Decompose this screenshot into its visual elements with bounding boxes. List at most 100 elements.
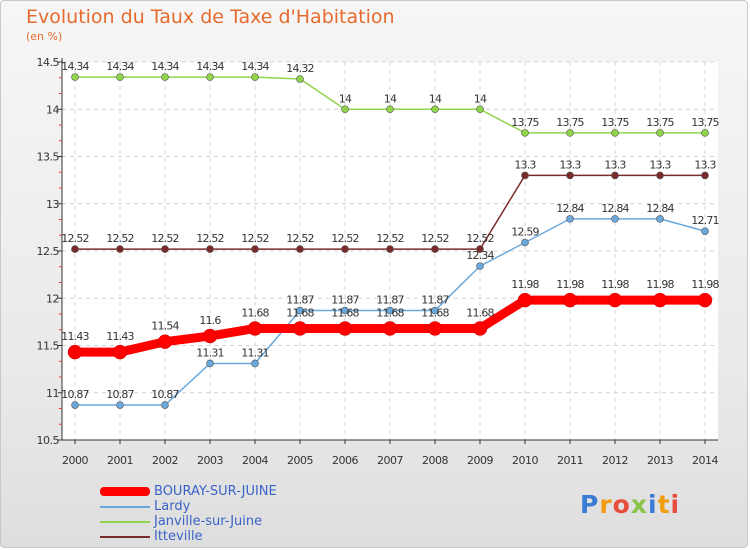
x-tick-label: 2009 [467,454,493,467]
x-tick-label: 2007 [377,454,403,467]
data-point-lardy [386,306,394,315]
data-point-itteville [611,171,619,180]
x-tick-label: 2013 [647,454,673,467]
data-label-bouray: 11.68 [241,306,269,319]
x-tick-label: 2003 [197,454,223,467]
data-label-lardy: 10.87 [106,388,134,401]
data-label-itteville: 12.52 [286,232,314,245]
logo-letter: i [670,490,681,519]
data-label-itteville: 12.52 [466,232,494,245]
data-label-bouray: 11.54 [151,320,179,333]
data-label-itteville: 13.3 [514,158,536,171]
data-label-lardy: 12.59 [511,225,539,238]
data-point-bouray [157,334,173,349]
data-point-bouray [202,328,218,344]
legend-label-itteville: Itteville [154,529,203,544]
data-point-janville [116,73,124,81]
data-point-janville [71,73,79,81]
data-label-itteville: 12.52 [61,232,89,245]
data-point-itteville [71,245,79,253]
y-tick-label: 14 [46,103,59,116]
data-point-itteville [206,245,214,253]
y-tick-label: 11.5 [37,340,60,353]
data-label-bouray: 11.98 [601,278,629,291]
data-point-itteville [521,171,529,180]
data-label-janville: 14.34 [241,60,269,73]
data-label-lardy: 12.84 [556,202,584,215]
data-label-bouray: 11.68 [466,306,494,319]
data-label-itteville: 13.3 [559,158,581,171]
data-point-janville [386,105,394,114]
legend-label-bouray: BOURAY-SUR-JUINE [154,484,277,499]
data-label-bouray: 11.98 [691,278,719,291]
data-point-lardy [71,401,79,409]
data-point-janville [341,105,349,114]
data-label-bouray: 11.68 [331,306,359,319]
data-point-bouray [562,292,578,308]
data-label-lardy: 11.31 [196,346,224,359]
data-point-bouray [67,344,83,360]
x-tick-label: 2001 [107,454,133,467]
data-label-lardy: 11.87 [331,294,359,307]
y-tick-label: 12.5 [37,245,60,258]
x-tick-label: 2002 [152,454,178,467]
data-label-itteville: 12.52 [241,232,269,245]
data-label-bouray: 11.6 [199,314,221,327]
data-label-bouray: 11.98 [556,278,584,291]
legend-label-janville: Janville-sur-Juine [154,514,263,529]
x-tick-label: 2011 [557,454,583,467]
data-point-lardy [521,238,529,247]
data-label-itteville: 13.3 [604,158,626,171]
data-label-janville: 14.34 [151,60,179,73]
data-label-janville: 13.75 [601,116,629,129]
data-point-itteville [161,245,169,253]
data-label-janville: 13.75 [511,116,539,129]
data-label-itteville: 12.52 [421,232,449,245]
data-point-janville [476,105,484,114]
x-tick-label: 2008 [422,454,448,467]
data-label-janville: 14.32 [286,62,314,75]
data-point-janville [566,129,574,137]
data-point-lardy [116,401,124,409]
data-label-bouray: 11.68 [286,306,314,319]
data-label-lardy: 11.87 [421,294,449,307]
data-point-janville [206,73,214,81]
data-label-bouray: 11.98 [511,278,539,291]
data-label-lardy: 12.84 [601,202,629,215]
chart-title: Evolution du Taux de Taxe d'Habitation [26,6,395,28]
data-point-lardy [656,215,664,223]
x-tick-label: 2005 [287,454,313,467]
x-tick-label: 2010 [512,454,538,467]
data-point-lardy [341,306,349,315]
data-point-itteville [296,245,304,253]
data-label-lardy: 12.34 [466,249,494,262]
data-point-bouray [697,292,713,308]
logo-letter: x [630,490,648,519]
x-tick-label: 2012 [602,454,628,467]
data-label-janville: 14.34 [106,60,134,73]
data-label-itteville: 13.3 [694,158,716,171]
data-point-itteville [701,171,709,180]
data-label-lardy: 11.31 [241,346,269,359]
data-label-bouray: 11.68 [421,306,449,319]
data-point-bouray [112,344,128,360]
data-point-lardy [161,401,169,409]
data-point-lardy [701,227,709,235]
y-tick-label: 13.5 [37,151,60,164]
data-point-itteville [251,245,259,253]
data-point-itteville [116,245,124,253]
data-point-janville [521,129,529,137]
data-label-lardy: 12.84 [646,202,674,215]
data-point-janville [251,73,259,81]
data-label-lardy: 10.87 [151,388,179,401]
data-label-itteville: 12.52 [376,232,404,245]
data-label-janville: 13.75 [646,116,674,129]
data-point-bouray [382,321,398,336]
data-point-itteville [341,245,349,253]
y-tick-label: 12 [46,292,59,305]
data-point-bouray [292,321,308,336]
logo-letter: r [599,490,613,519]
x-tick-label: 2014 [692,454,718,467]
data-point-lardy [476,262,484,270]
